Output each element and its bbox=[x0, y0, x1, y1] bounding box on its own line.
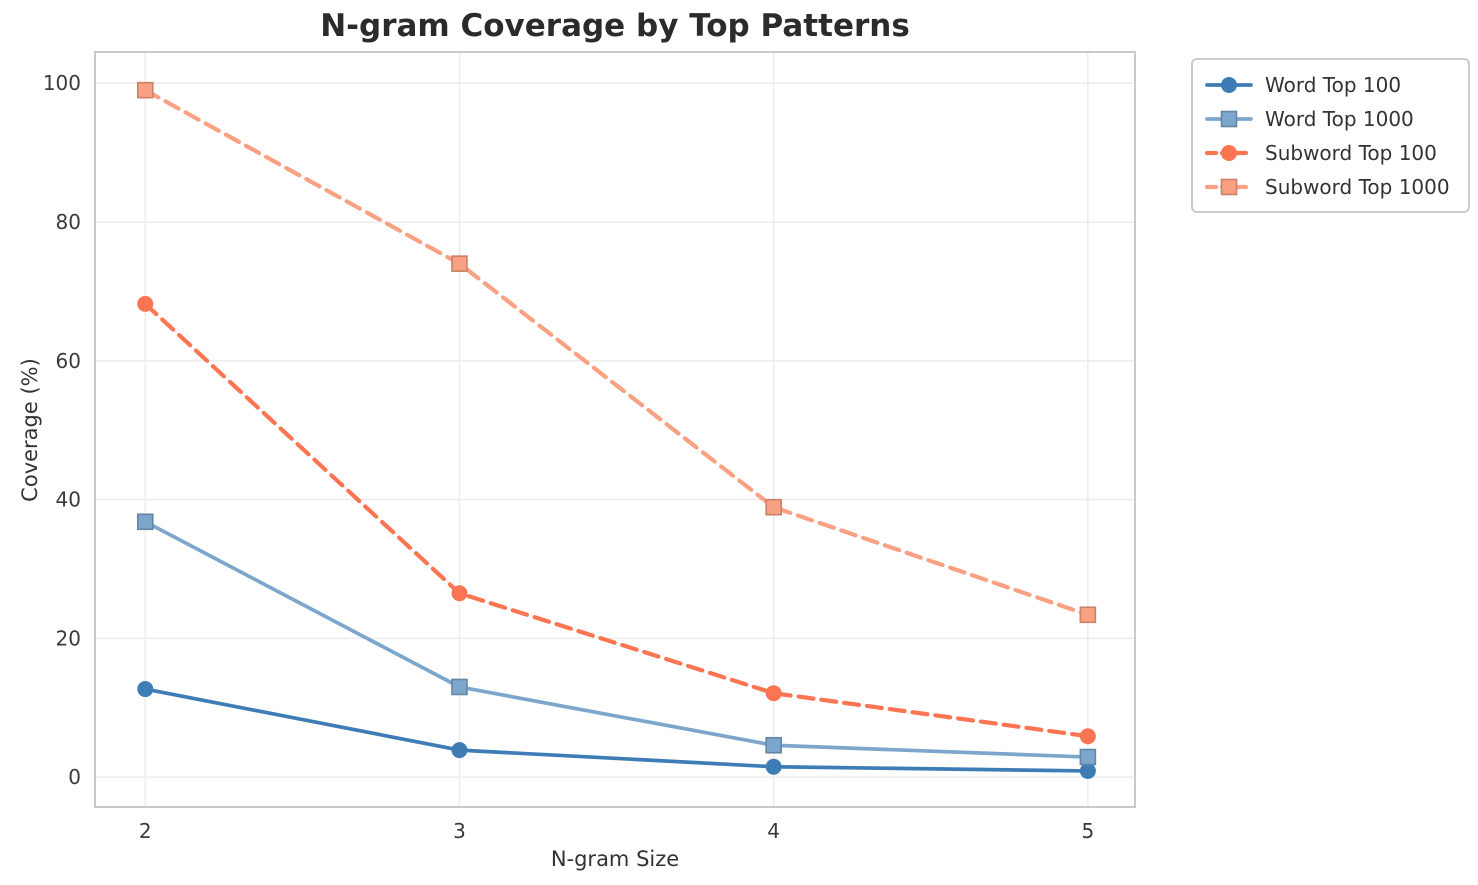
y-tick-label: 80 bbox=[56, 210, 81, 234]
x-tick-label: 3 bbox=[453, 819, 466, 843]
marker-subword-top-100 bbox=[1079, 728, 1096, 745]
legend-label-subword-top-1000: Subword Top 1000 bbox=[1265, 174, 1450, 199]
y-tick-label: 40 bbox=[56, 488, 81, 512]
marker-word-top-100 bbox=[451, 742, 468, 759]
legend-marker-word-top-100 bbox=[1221, 76, 1237, 93]
marker-word-top-1000 bbox=[765, 736, 782, 754]
marker-word-top-1000 bbox=[1079, 748, 1097, 766]
marker-subword-top-100 bbox=[137, 295, 154, 312]
marker-subword-top-100 bbox=[451, 585, 468, 602]
legend-item-word-top-1000: Word Top 1000 bbox=[1205, 104, 1450, 133]
marker-subword-top-1000 bbox=[451, 255, 468, 272]
marker-subword-top-1000 bbox=[136, 81, 154, 99]
y-tick-label: 0 bbox=[68, 765, 81, 789]
marker-subword-top-1000 bbox=[1079, 606, 1097, 624]
marker-word-top-100 bbox=[137, 681, 154, 698]
y-tick-label: 60 bbox=[56, 349, 81, 373]
legend-sample-subword-top-1000 bbox=[1205, 178, 1253, 195]
legend-item-subword-top-100: Subword Top 100 bbox=[1205, 138, 1450, 167]
marker-subword-top-1000 bbox=[765, 498, 782, 516]
legend-marker-subword-top-100 bbox=[1221, 144, 1237, 161]
marker-word-top-100 bbox=[1079, 762, 1096, 779]
marker-subword-top-100 bbox=[765, 685, 782, 702]
marker-word-top-1000 bbox=[136, 513, 154, 531]
marker-word-top-1000 bbox=[451, 678, 468, 696]
series-line-subword-top-1000 bbox=[143, 88, 1090, 617]
series-line-word-top-1000 bbox=[143, 519, 1090, 759]
legend-sample-word-top-100 bbox=[1205, 76, 1253, 93]
y-axis-label: Coverage (%) bbox=[18, 358, 42, 502]
series-line-subword-top-100 bbox=[143, 301, 1090, 739]
x-tick-label: 4 bbox=[767, 819, 780, 843]
legend-sample-subword-top-100 bbox=[1205, 144, 1253, 161]
series-line-word-top-100 bbox=[143, 687, 1090, 773]
y-tick-label: 20 bbox=[56, 626, 81, 650]
legend-marker-subword-top-1000 bbox=[1220, 178, 1238, 195]
legend-item-word-top-100: Word Top 100 bbox=[1205, 70, 1450, 99]
y-tick-label: 100 bbox=[43, 71, 81, 95]
axis-frame bbox=[94, 51, 1136, 808]
legend: Word Top 100 Word Top 1000 Subword Top 100… bbox=[1191, 58, 1470, 213]
x-tick-label: 5 bbox=[1082, 819, 1095, 843]
x-axis-label: N-gram Size bbox=[550, 847, 680, 871]
legend-sample-word-top-1000 bbox=[1205, 110, 1253, 127]
legend-label-word-top-100: Word Top 100 bbox=[1265, 72, 1402, 97]
legend-item-subword-top-1000: Subword Top 1000 bbox=[1205, 172, 1450, 201]
legend-label-word-top-1000: Word Top 1000 bbox=[1265, 106, 1414, 131]
legend-label-subword-top-100: Subword Top 100 bbox=[1265, 140, 1437, 165]
x-tick-label: 2 bbox=[139, 819, 152, 843]
marker-word-top-100 bbox=[765, 758, 782, 775]
legend-marker-word-top-1000 bbox=[1220, 110, 1238, 127]
chart-title: N-gram Coverage by Top Patterns bbox=[320, 8, 910, 44]
